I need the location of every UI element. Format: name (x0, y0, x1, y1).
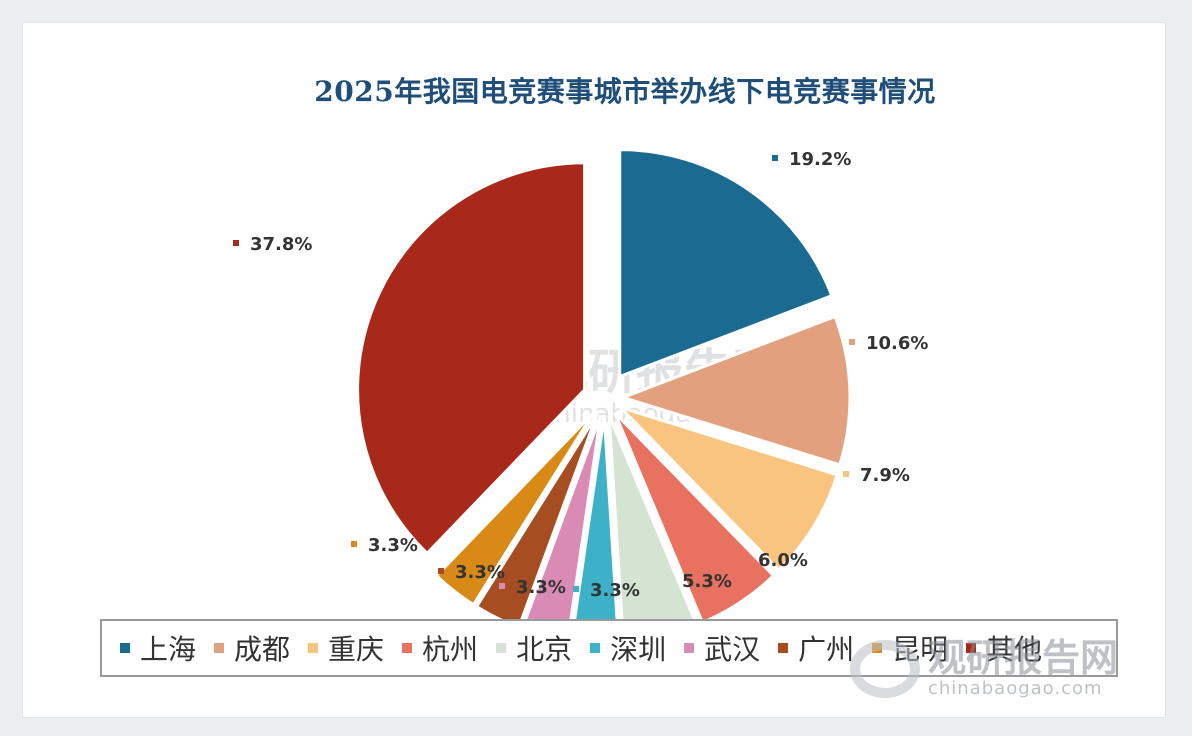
legend-label: 杭州 (422, 633, 479, 666)
data-label: 3.3% (516, 577, 566, 598)
data-label: 7.9% (860, 465, 910, 486)
pie-slice-其他 (356, 161, 587, 556)
legend-swatch (308, 643, 319, 653)
legend-swatch (590, 643, 601, 653)
pie-slice-成都 (618, 314, 852, 467)
data-label: 37.8% (250, 234, 312, 255)
legend-swatch (402, 643, 413, 653)
legend-label: 其他 (986, 633, 1043, 666)
data-label: 3.3% (368, 535, 418, 556)
pie-slice-昆明 (434, 411, 596, 607)
data-label-marker (499, 583, 505, 589)
legend-swatch (496, 643, 507, 653)
legend-swatch (778, 643, 789, 653)
data-label: 3.3% (590, 580, 640, 601)
legend-item: 成都 (214, 628, 290, 668)
legend-label: 北京 (516, 633, 573, 666)
data-label: 10.6% (866, 333, 928, 354)
corner-watermark: 观研报告网 chinabaogao.com (850, 638, 1118, 699)
legend-label: 武汉 (704, 633, 761, 666)
legend-item: 北京 (496, 628, 572, 668)
data-label-marker (849, 339, 855, 345)
legend-item: 深圳 (590, 628, 666, 668)
legend-item: 重庆 (308, 628, 384, 668)
legend-swatch (214, 643, 225, 653)
data-label-marker (573, 586, 579, 592)
legend-item: 其他 (966, 628, 1042, 668)
legend-label: 广州 (798, 633, 855, 666)
legend-item: 上海 (120, 628, 196, 668)
legend-swatch (120, 643, 130, 653)
legend-swatch (966, 643, 977, 653)
legend-label: 重庆 (328, 633, 385, 666)
data-label-marker (351, 541, 357, 547)
pie-slice-上海 (618, 148, 834, 379)
legend: 上海 成都 重庆 杭州 北京 深圳 武汉 广州 昆明 其他 (100, 619, 1118, 677)
legend-label: 成都 (234, 633, 291, 666)
legend-label: 上海 (140, 633, 197, 666)
data-label-marker (772, 155, 778, 161)
legend-label: 深圳 (610, 633, 667, 666)
chart-title: 2025年我国电竞赛事城市举办线下电竞赛事情况 (314, 75, 936, 108)
watermark-url: chinabaogao.com (928, 678, 1103, 699)
data-label-marker (741, 556, 747, 562)
data-label-marker (233, 240, 239, 246)
legend-item: 杭州 (402, 628, 478, 668)
watermark-brand: 观研报告网 (928, 636, 1119, 680)
legend-swatch (684, 643, 695, 653)
legend-item: 广州 (778, 628, 854, 668)
watermark-logo-icon (850, 639, 920, 698)
data-label-marker (843, 471, 849, 477)
legend-item: 武汉 (684, 628, 760, 668)
data-label-marker (438, 568, 444, 574)
data-label-marker (665, 577, 671, 583)
data-label: 3.3% (455, 562, 505, 583)
data-label: 6.0% (758, 550, 808, 571)
data-label: 19.2% (789, 149, 851, 170)
pie-slice-重庆 (619, 405, 839, 573)
data-label: 5.3% (682, 571, 732, 592)
